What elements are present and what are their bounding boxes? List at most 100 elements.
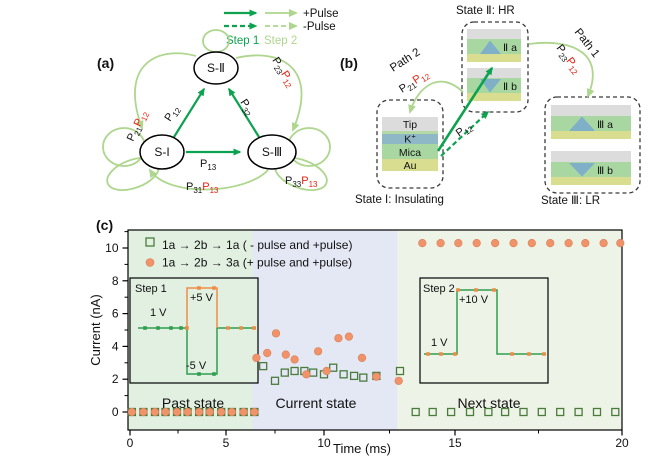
inset-step2: Step 2 +10 V 1 V: [419, 277, 549, 384]
scatter-point-square: [592, 407, 602, 417]
scatter-point-circle: [546, 239, 555, 248]
arc-label-p21p12: P21P12: [125, 108, 152, 144]
iia-label: Ⅱ a: [503, 42, 517, 54]
path1-label: Path 1: [572, 26, 602, 60]
axis-ticks: 0 5 10 15 20 0 2 4 6 8 10: [105, 231, 629, 450]
arrow-s1-to-s2: [173, 87, 205, 138]
data-points: [127, 239, 625, 417]
top-panels: +Pulse -Pulse Step 1 Step 2 (a) S-Ⅱ S-I …: [97, 5, 641, 207]
k-layer: [382, 134, 438, 144]
mica-label: Mica: [399, 147, 421, 159]
scatter-point-square: [359, 373, 368, 382]
scatter-point-circle: [472, 239, 481, 248]
node-s3-label: S-Ⅲ: [262, 145, 282, 159]
path1-arrow: [528, 42, 595, 98]
node-s1: [139, 134, 185, 170]
scatter-point-circle: [302, 370, 311, 379]
loop-label-p33p13: P33P13: [285, 175, 318, 189]
iiib-mica-layer: [551, 162, 631, 177]
y-tick-label: 4: [112, 339, 119, 353]
scatter-point-circle: [161, 407, 170, 417]
iiia-mica-layer: [551, 116, 631, 131]
scatter-point-circle: [195, 407, 204, 417]
inset1-markers: [143, 286, 256, 376]
y-tick-label: 10: [105, 241, 119, 255]
thin-green-stripe: [382, 131, 438, 134]
panel-c-label: (c): [96, 217, 113, 233]
scatter-point-circle: [150, 407, 160, 417]
iib-au-layer: [467, 93, 521, 101]
x-tick-label: 10: [317, 436, 331, 450]
arc-s2-to-s1: [134, 52, 197, 130]
scatter-point-circle: [271, 329, 281, 338]
inset2-high-label: +10 V: [459, 294, 489, 306]
iiia-triangle-up-icon: [569, 116, 595, 131]
legend-series1: 1a → 2b → 1a ( - pulse and +pulse): [162, 238, 352, 252]
iiib-au-layer: [551, 177, 631, 185]
stack-iib: Ⅱ b: [467, 68, 521, 101]
scatter-point-circle: [314, 347, 323, 356]
scatter-point-square: [574, 407, 583, 417]
panel-b-label: (b): [340, 55, 358, 71]
scatter-point-square: [349, 371, 359, 381]
edge-label-p13: P13: [200, 158, 217, 172]
iiib-triangle-down-icon: [569, 163, 595, 177]
iiia-label: Ⅲ a: [597, 119, 613, 131]
scatter-point-circle: [227, 407, 236, 417]
region-bands: [128, 230, 622, 430]
arc-label-p23p12: P23P12: [268, 55, 298, 90]
iiib-tip-layer: [551, 151, 631, 162]
scatter-point-circle: [252, 353, 261, 362]
chart-static: (c) 1a → 2b → 1a ( - pulse and +pulse) 1…: [88, 217, 623, 456]
y-axis-title: Current (nA): [88, 294, 103, 366]
x-axis-title: Time (ms): [333, 441, 391, 456]
scatter-point-circle: [436, 239, 445, 248]
scatter-point-circle: [139, 407, 148, 417]
tip-label: Tip: [403, 119, 417, 131]
x-tick-label: 15: [448, 436, 462, 450]
panel-a-label: (a): [97, 55, 114, 71]
scatter-point-circle: [509, 239, 518, 248]
au-layer: [382, 159, 438, 171]
p12-dashed-transition-arrow: [440, 110, 490, 157]
scatter-point-circle: [183, 407, 192, 417]
scatter-point-circle: [250, 407, 259, 417]
region-label-past: Past state: [162, 395, 224, 411]
scatter-point-circle: [616, 239, 625, 248]
region-label-current: Current state: [276, 395, 357, 411]
inset1-orange-waveform: [186, 287, 218, 328]
iiia-tip-layer: [551, 105, 631, 116]
filled-circle-marker-icon: [145, 258, 155, 267]
legend-series2: 1a → 2b → 3a (+ pulse and +pulse): [162, 256, 352, 270]
scatter-point-square: [329, 363, 338, 372]
arrow-s3-to-s2: [228, 87, 260, 138]
iia-tip-layer: [467, 29, 521, 39]
scatter-point-circle: [454, 239, 463, 248]
state2-box: [461, 21, 529, 113]
iia-triangle-up-icon: [480, 40, 501, 54]
scatter-point-circle: [127, 407, 136, 417]
scatter-point-square: [500, 407, 510, 417]
edge-label-p32: P32: [236, 97, 257, 119]
scatter-point-square: [556, 407, 565, 417]
path2-label: Path 2: [388, 46, 422, 74]
minus-pulse-label: -Pulse: [303, 21, 336, 33]
scatter-point-circle: [418, 239, 427, 248]
x-tick-label: 20: [615, 436, 629, 450]
scatter-point-circle: [290, 355, 299, 364]
scatter-point-square: [395, 366, 405, 376]
scatter-point-square: [446, 407, 456, 417]
scatter-point-square: [259, 361, 268, 371]
iiib-label: Ⅲ b: [597, 165, 613, 177]
scatter-point-square: [428, 407, 437, 417]
iib-tip-layer: [467, 68, 521, 78]
inset1-green-waveform: [138, 327, 256, 375]
pulse-legend: +Pulse -Pulse Step 1 Step 2: [224, 8, 338, 47]
scatter-point-circle: [564, 239, 573, 248]
state3-title: State Ⅲ: LR: [541, 195, 600, 207]
inset1-box: [129, 277, 259, 384]
node-s2-label: S-Ⅱ: [207, 61, 225, 75]
panel-a: (a) S-Ⅱ S-I S-Ⅲ P12 P32 P13 P21P12 P23P1…: [97, 29, 331, 195]
scatter-point-square: [339, 370, 348, 379]
